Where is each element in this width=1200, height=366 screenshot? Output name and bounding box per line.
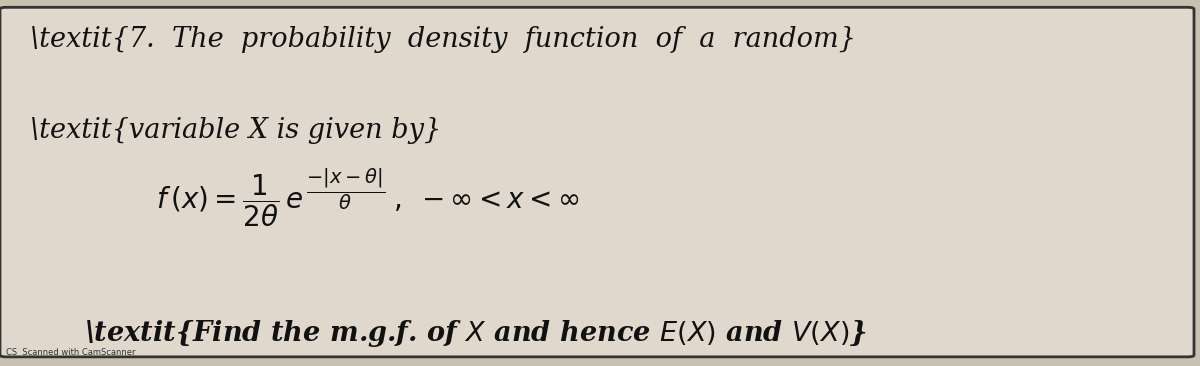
Text: CS  Scanned with CamScanner: CS Scanned with CamScanner [6, 348, 136, 357]
Text: \textit{Find the m.g.f. of $X$ and hence $E(X)$ and $V(X)$}: \textit{Find the m.g.f. of $X$ and hence… [84, 318, 866, 350]
FancyBboxPatch shape [0, 7, 1194, 357]
Text: \textit{7.  The  probability  density  function  of  a  random}: \textit{7. The probability density funct… [30, 26, 856, 53]
Text: $f\,(x) = \dfrac{1}{2\theta}\,e^{\,\dfrac{-|x-\theta|}{\theta}}\;,\;-\infty < x : $f\,(x) = \dfrac{1}{2\theta}\,e^{\,\dfra… [156, 167, 580, 229]
Text: \textit{variable X is given by}: \textit{variable X is given by} [30, 117, 442, 144]
